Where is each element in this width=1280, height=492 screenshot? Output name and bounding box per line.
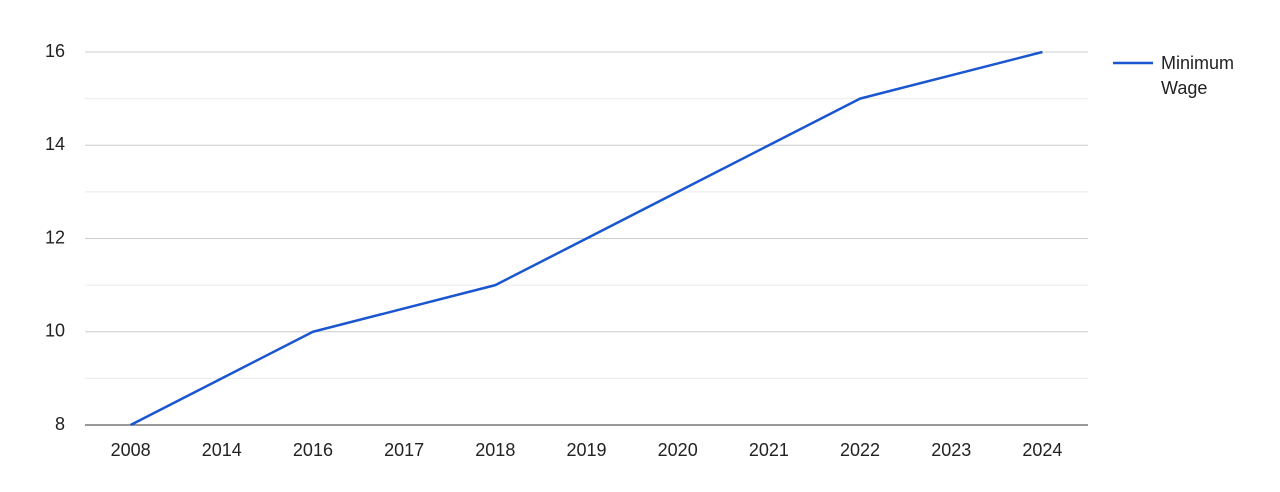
y-tick-label: 12	[45, 227, 65, 247]
x-tick-label: 2024	[1022, 440, 1062, 460]
x-tick-label: 2023	[931, 440, 971, 460]
x-tick-label: 2022	[840, 440, 880, 460]
y-tick-label: 14	[45, 134, 65, 154]
y-tick-label: 8	[55, 414, 65, 434]
x-tick-label: 2014	[202, 440, 242, 460]
x-tick-label: 2020	[658, 440, 698, 460]
x-tick-label: 2017	[384, 440, 424, 460]
y-tick-label: 10	[45, 321, 65, 341]
x-tick-label: 2021	[749, 440, 789, 460]
x-tick-label: 2019	[566, 440, 606, 460]
x-tick-label: 2008	[111, 440, 151, 460]
x-tick-label: 2016	[293, 440, 333, 460]
x-tick-label: 2018	[475, 440, 515, 460]
y-tick-label: 16	[45, 41, 65, 61]
legend-label: Minimum Wage	[1161, 53, 1235, 98]
series-line	[130, 50, 1043, 427]
